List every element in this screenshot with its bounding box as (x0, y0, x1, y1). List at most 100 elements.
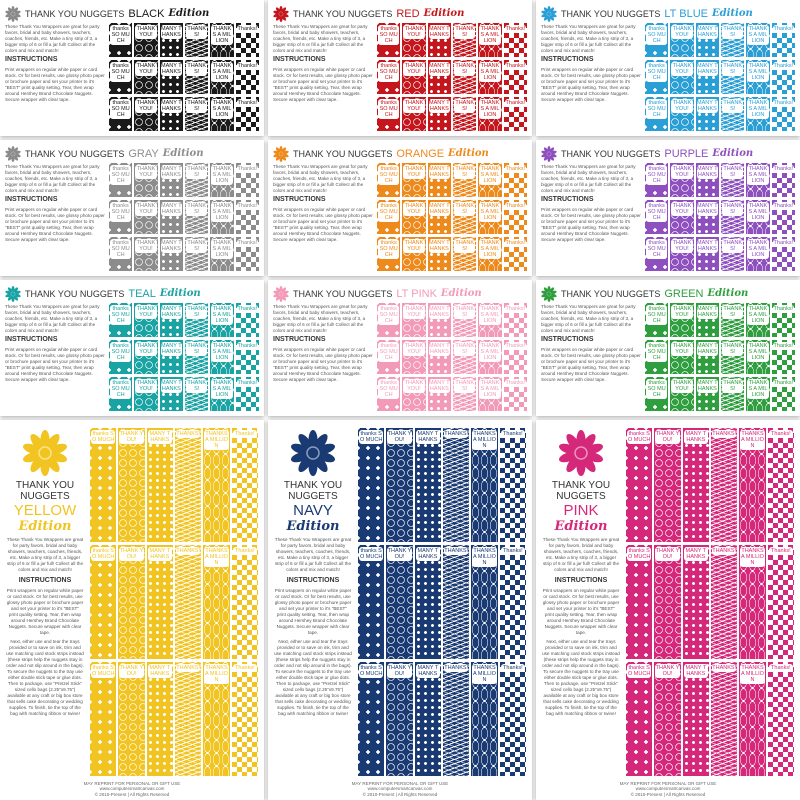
wrapper-strip: THANKS A MILLION (478, 23, 502, 57)
instructions-heading: INSTRUCTIONS (5, 56, 58, 63)
strip-label: THANKS A MILLION (747, 342, 769, 362)
wrapper-strip: MANY THANKS (159, 303, 183, 337)
wrapper-strip: THANKS A MILLION (478, 237, 502, 271)
sheet-header: THANK YOU NUGGETS PURPLE Edition (541, 145, 795, 163)
wrapper-strip: thanks SO MUCH (109, 237, 133, 271)
wrapper-strip: MANY THANKS (682, 662, 709, 776)
wrapper-strip: THANKS A MILLION (478, 303, 502, 337)
wrapper-strip: MANY THANKS (427, 377, 451, 411)
strip-label: MANY THANKS (160, 62, 182, 76)
strip-label: thanks SO MUCH (627, 430, 652, 444)
strip-label: thanks SO MUCH (359, 547, 384, 561)
wrapper-strip: THANKS! (453, 377, 477, 411)
strip-label: Thanks! (504, 342, 526, 350)
strip-label: THANK YOU! (387, 547, 412, 561)
wrapper-strip: THANK YOU! (386, 428, 413, 542)
wrapper-strip: THANK YOU! (402, 97, 426, 131)
strip-label: thanks SO MUCH (378, 25, 400, 45)
instructions-text-2: Next, either use and tear the trays prov… (274, 639, 352, 716)
wrapper-strip: THANKS! (175, 428, 202, 542)
sheet-body: These Thank You Wrappers are great for p… (541, 303, 795, 411)
sheet-text-column: These Thank You Wrappers are great for p… (541, 163, 641, 271)
wrapper-strip: THANKS A MILLION (739, 428, 766, 542)
wrapper-strip: Thanks! (503, 200, 527, 234)
strip-label: thanks SO MUCH (378, 99, 400, 119)
wrapper-strip: Thanks! (235, 340, 259, 374)
strip-label: THANKS! (454, 62, 476, 76)
sheet-body: These Thank You Wrappers are great for p… (5, 303, 259, 411)
wrapper-strip: THANK YOU! (402, 303, 426, 337)
wrapper-strip: THANK YOU! (670, 60, 694, 94)
wrapper-strip: thanks SO MUCH (645, 60, 669, 94)
wrapper-strip: thanks SO MUCH (645, 163, 669, 197)
strip-label: thanks SO MUCH (91, 547, 116, 561)
strip-label: thanks SO MUCH (110, 165, 132, 185)
wrapper-strips-grid: thanks SO MUCH THANK YOU! MANY THANKS THANK… (377, 303, 527, 411)
wrapper-strip: THANKS! (453, 163, 477, 197)
strip-label: THANKS A MILLION (479, 62, 501, 82)
wrapper-strip: Thanks! (235, 200, 259, 234)
strip-label: Thanks! (504, 305, 526, 313)
strip-label: THANKS! (722, 25, 744, 39)
wrapper-strip: THANKS A MILLION (210, 377, 234, 411)
wrapper-strip: THANKS A MILLION (746, 340, 770, 374)
wrapper-strip: THANKS A MILLION (210, 303, 234, 337)
strip-label: MANY THANKS (428, 99, 450, 113)
strip-label: MANY THANKS (428, 62, 450, 76)
wrapper-strip: THANKS! (443, 662, 470, 776)
strip-label: THANK YOU! (403, 305, 425, 319)
strip-label: THANK YOU! (135, 202, 157, 216)
instructions-text: Print wrappers on regular white paper or… (542, 588, 620, 635)
wrapper-strip: Thanks! (235, 237, 259, 271)
strip-label: thanks SO MUCH (378, 305, 400, 325)
strip-label: MANY THANKS (147, 430, 172, 444)
wrapper-strip: THANK YOU! (670, 303, 694, 337)
wrapper-strip: THANKS! (175, 545, 202, 659)
wrapper-strip: THANKS! (443, 545, 470, 659)
strip-label: thanks SO MUCH (378, 239, 400, 259)
wrapper-strip: MANY THANKS (427, 303, 451, 337)
wrapper-strips-grid: thanks SO MUCH THANK YOU! MANY THANKS THANK… (645, 303, 795, 411)
flower-icon (5, 146, 21, 162)
wrapper-strip: Thanks! (503, 377, 527, 411)
strip-label: THANKS A MILLION (204, 664, 229, 684)
strip-label: THANKS! (186, 342, 208, 356)
wrapper-strip: THANKS A MILLION (210, 97, 234, 131)
wrapper-strip: MANY THANKS (427, 97, 451, 131)
instructions-heading: INSTRUCTIONS (18, 577, 72, 584)
wrapper-strip: THANKS! (185, 340, 209, 374)
strip-label: Thanks! (236, 62, 258, 70)
strip-label: THANKS! (176, 664, 201, 672)
strip-label: MANY THANKS (160, 99, 182, 113)
wrapper-strip: MANY THANKS (695, 60, 719, 94)
strip-label: Thanks! (236, 305, 258, 313)
strip-label: THANKS! (454, 342, 476, 356)
description-text: These Thank You Wrappers are great for p… (541, 164, 636, 193)
wrapper-strip: THANK YOU! (386, 662, 413, 776)
wrapper-strip: THANK YOU! (134, 97, 158, 131)
wrapper-strip: MANY THANKS (695, 340, 719, 374)
description-text: These Thank You Wrappers are great for p… (273, 164, 368, 193)
wrapper-strip: Thanks! (231, 545, 258, 659)
footer-line: MAY REPRINT FOR PERSONAL OR GIFT USE (83, 780, 181, 786)
sheet-info-column: THANK YOU NUGGETS PINK Edition These Thank … (542, 428, 626, 776)
wrapper-strip: THANKS! (185, 60, 209, 94)
wrapper-strip: THANK YOU! (670, 23, 694, 57)
wrapper-strip: MANY THANKS (159, 97, 183, 131)
strip-label: THANKS! (454, 305, 476, 319)
strip-label: MANY THANKS (160, 25, 182, 39)
strip-label: THANKS A MILLION (740, 430, 765, 450)
strip-label: THANKS A MILLION (747, 99, 769, 119)
sheet-header: THANK YOU NUGGETS BLACK Edition (5, 5, 259, 23)
wrapper-strip: Thanks! (499, 428, 526, 542)
wrapper-strip: Thanks! (235, 23, 259, 57)
strip-label: thanks SO MUCH (359, 430, 384, 444)
wrapper-strip: THANK YOU! (402, 237, 426, 271)
sheet-header: THANK YOU NUGGETS GREEN Edition (541, 285, 795, 303)
wrapper-strip: MANY THANKS (159, 23, 183, 57)
color-name: PURPLE (664, 148, 709, 160)
sheet-info-column: THANK YOU NUGGETS YELLOW Edition These Than… (6, 428, 90, 776)
color-name: NAVY (293, 502, 333, 519)
strip-label: Thanks! (772, 342, 794, 350)
strip-label: thanks SO MUCH (110, 202, 132, 222)
